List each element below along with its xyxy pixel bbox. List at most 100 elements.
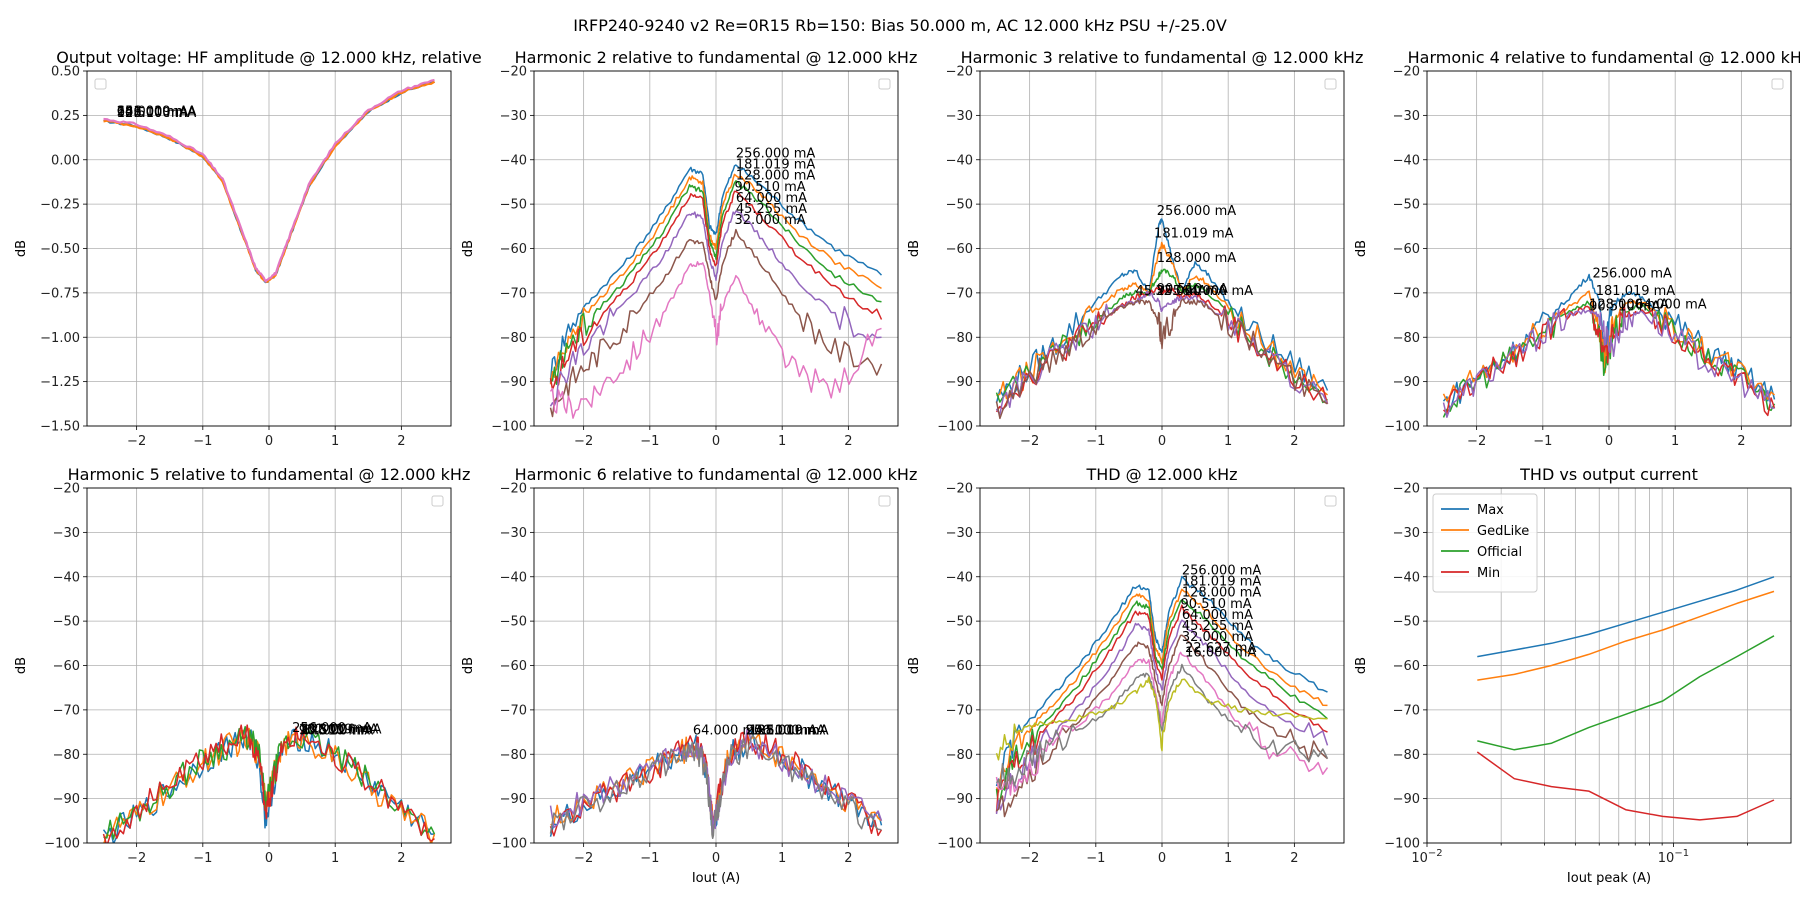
y-tick-label: −60 — [500, 242, 527, 257]
x-tick-label: 0 — [1158, 434, 1166, 449]
y-tick-label: −20 — [53, 482, 80, 497]
data-label: 90.510 mA — [735, 180, 806, 195]
data-label: 181.019 mA — [1154, 226, 1234, 241]
series-group — [995, 218, 1329, 420]
x-tick-exponent: −2 — [1428, 848, 1443, 859]
subplot-p5: −2 −1 0 1 2 −100 −90 −80 −70 −60 −50 −40 −30 −20 256.0… — [14, 465, 470, 866]
data-label: 45.255 mA — [1182, 619, 1253, 634]
y-tick-label: −80 — [946, 748, 973, 763]
data-label: 64.000 mA — [1635, 297, 1706, 312]
series-line — [995, 588, 1328, 793]
y-tick-label: 0.25 — [51, 109, 80, 124]
y-tick-label: −90 — [500, 375, 527, 390]
y-tick-label: −60 — [53, 659, 80, 674]
data-label: 22.627 mA — [1185, 641, 1256, 656]
data-label: 128.000 mA — [1157, 251, 1237, 266]
y-tick-label: −50 — [500, 198, 527, 213]
data-label: 32.000 mA — [1155, 284, 1226, 299]
x-tick-label: 0 — [712, 434, 720, 449]
x-tick-label: −1 — [1086, 851, 1105, 866]
axes-frame — [86, 70, 452, 427]
y-tick-label: −20 — [500, 482, 527, 497]
series-line — [995, 286, 1329, 413]
data-label: 181.019 mA — [1182, 575, 1262, 590]
data-label: 128.000 mA — [117, 106, 197, 121]
subplot-p4: −2 −1 0 1 2 −100 −90 −80 −70 −60 −50 −40 −30 −20 256.0… — [1354, 48, 1800, 449]
data-label: 45.255 mA — [736, 202, 807, 217]
series-line — [1477, 576, 1775, 658]
series-line — [549, 190, 883, 391]
figure-suptitle: IRFP240-9240 v2 Re=0R15 Rb=150: Bias 50.… — [573, 16, 1227, 35]
y-tick-label: −40 — [53, 570, 80, 585]
y-tick-label: −40 — [500, 570, 527, 585]
y-axis-label: dB — [1354, 657, 1369, 674]
legend-entry: Max — [1477, 503, 1504, 518]
x-tick-label: 2 — [397, 851, 405, 866]
subplot-title: Harmonic 4 relative to fundamental @ 12.… — [1408, 48, 1800, 67]
y-tick-label: −90 — [500, 792, 527, 807]
series-line — [995, 290, 1329, 416]
x-tick-label: 2 — [844, 851, 852, 866]
subplot-title: THD @ 12.000 kHz — [1085, 465, 1237, 484]
data-label: 64.000 mA — [693, 724, 764, 739]
data-label: 64.000 mA — [736, 191, 807, 206]
y-axis-label: dB — [14, 240, 29, 257]
y-tick-label: −30 — [1393, 109, 1420, 124]
subplot-p3: −2 −1 0 1 2 −100 −90 −80 −70 −60 −50 −40 −30 −20 256.0… — [907, 48, 1363, 449]
subplot-title: Harmonic 6 relative to fundamental @ 12.… — [515, 465, 918, 484]
legend-entry: Official — [1477, 545, 1522, 560]
y-tick-label: −100 — [937, 837, 973, 852]
y-tick-label: −100 — [937, 420, 973, 435]
x-tick-label: −2 — [127, 851, 146, 866]
subplot-p7: −2 −1 0 1 2 −100 −90 −80 −70 −60 −50 −40 −30 −20 256.0… — [907, 465, 1345, 866]
y-tick-label: 0.00 — [51, 153, 80, 168]
x-tick-label: −1 — [193, 434, 212, 449]
y-tick-label: −50 — [946, 198, 973, 213]
x-tick-label: −2 — [127, 434, 146, 449]
y-tick-label: −30 — [1393, 526, 1420, 541]
y-tick-label: −100 — [44, 837, 80, 852]
series-group — [549, 728, 883, 840]
data-label: 90.510 mA — [1157, 282, 1228, 297]
x-tick-label: −1 — [193, 851, 212, 866]
y-tick-label: −60 — [946, 242, 973, 257]
data-label: 90.510 mA — [746, 724, 817, 739]
y-tick-label: −0.50 — [40, 242, 80, 257]
y-tick-label: −60 — [1393, 242, 1420, 257]
series-group — [549, 164, 883, 419]
x-tick-label: 2 — [844, 434, 852, 449]
x-tick-label: −2 — [574, 851, 593, 866]
data-label: 90.510 mA — [1181, 597, 1252, 612]
data-label: 256.000 mA — [292, 721, 372, 736]
y-tick-label: −30 — [500, 109, 527, 124]
y-tick-label: −40 — [1393, 153, 1420, 168]
x-tick-label: 1 — [1671, 434, 1679, 449]
x-tick-label: 10−1 — [1658, 848, 1689, 866]
y-tick-label: −90 — [946, 792, 973, 807]
x-tick-label: −2 — [1467, 434, 1486, 449]
y-tick-label: −50 — [1393, 198, 1420, 213]
x-tick-label: −1 — [640, 851, 659, 866]
x-tick-label: −1 — [640, 434, 659, 449]
data-label: 45.255 mA — [1136, 284, 1207, 299]
data-label: 256.000 mA — [1157, 204, 1237, 219]
data-label: 256.000 mA — [1182, 564, 1262, 579]
series-line — [549, 734, 882, 840]
y-tick-label: −70 — [946, 703, 973, 718]
x-tick-label: 0 — [712, 851, 720, 866]
x-tick-label: 0 — [1158, 851, 1166, 866]
series-line — [550, 180, 882, 385]
y-tick-label: −20 — [500, 65, 527, 80]
y-tick-label: 0.50 — [51, 65, 80, 80]
x-tick-label: 1 — [1224, 851, 1232, 866]
x-tick-label: −1 — [1086, 434, 1105, 449]
data-label: 181.019 mA — [117, 104, 197, 119]
series-line — [996, 241, 1328, 400]
x-tick-label: −2 — [574, 434, 593, 449]
legend-box-empty — [431, 495, 444, 507]
data-label: 90.510 mA — [117, 106, 188, 121]
legend-box-empty — [1771, 78, 1784, 90]
y-tick-label: −60 — [946, 659, 973, 674]
series-line — [1476, 751, 1775, 821]
